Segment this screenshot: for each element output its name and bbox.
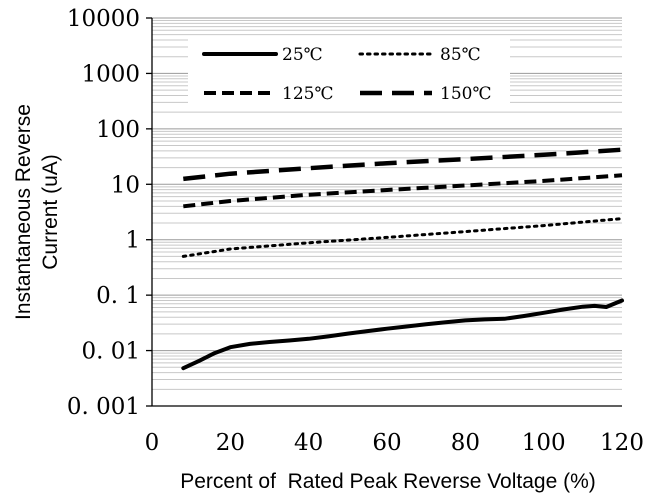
x-tick-label: 0 [145,430,160,456]
axes [146,17,622,407]
series-line-1 [181,298,624,371]
y-tick-label: 10000 [67,6,140,32]
y-tick-label: 10 [111,172,140,198]
x-tick-label: 60 [372,430,401,456]
y-axis-label: Instantaneous Reverse Current (uA) [12,104,62,320]
legend-label-1: 25℃ [282,45,323,65]
series-line-3 [183,173,623,209]
legend-label-4: 150℃ [440,84,491,104]
legend: 25℃ 85℃ 125℃ 150℃ [188,38,510,106]
y-tick-label: 0. 001 [67,394,140,420]
x-tick-label: 120 [600,430,644,456]
x-tick-label: 100 [522,430,566,456]
x-axis-label: Percent of Rated Peak Reverse Voltage (%… [180,470,596,493]
series-line-2 [181,217,624,258]
y-axis-label-line: Current (uA) [39,154,62,270]
legend-label-3: 125℃ [282,84,333,104]
ticks: 0. 001 0. 01 0. 1 1 10 100 1000 10000 0 20 40 60 80 1… [67,6,644,456]
series-group [181,147,624,371]
y-tick-label: 0. 1 [96,283,140,309]
legend-label-2: 85℃ [440,45,481,65]
y-tick-label: 1 [125,228,140,254]
x-tick-label: 20 [216,430,245,456]
x-tick-label: 80 [451,430,480,456]
y-tick-label: 100 [96,117,140,143]
y-axis-label-line: Instantaneous Reverse [12,104,35,320]
x-tick-label: 40 [294,430,323,456]
y-tick-label: 1000 [81,61,140,87]
y-tick-label: 0. 01 [81,339,140,365]
series-line-4 [183,147,623,182]
axis-labels: Percent of Rated Peak Reverse Voltage (%… [12,104,596,493]
